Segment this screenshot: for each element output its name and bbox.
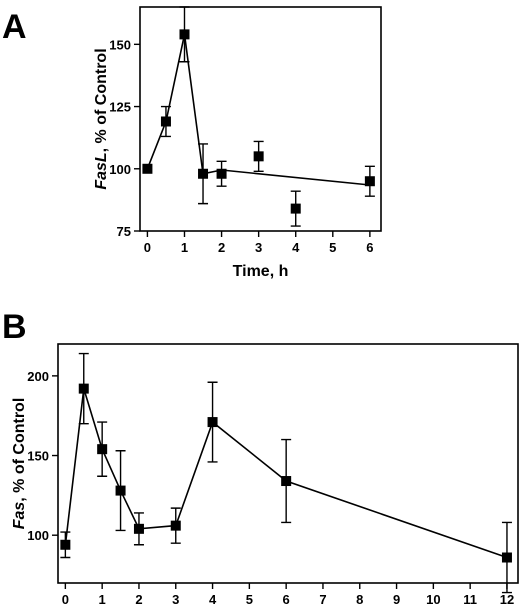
y-axis-title-gene-a: FasL	[93, 152, 110, 189]
x-tick-label-b-12: 12	[500, 592, 514, 607]
y-tick-label-b-0: 100	[27, 528, 49, 543]
y-axis-title-b: Fas, % of Control	[11, 398, 28, 530]
data-point-b-2	[97, 444, 108, 455]
x-tick-label-a-1: 1	[181, 240, 188, 255]
data-point-a-2	[179, 29, 190, 40]
x-tick-label-a-5: 5	[329, 240, 336, 255]
y-tick-label-a-2: 125	[109, 100, 131, 115]
y-axis-title-rest-a: , % of Control	[93, 48, 110, 152]
x-tick-label-a-4: 4	[292, 240, 300, 255]
data-point-b-8	[501, 552, 512, 563]
series-line-a-0	[146, 34, 370, 186]
y-tick-label-b-2: 200	[27, 369, 49, 384]
x-axis-title-a: Time, h	[233, 263, 289, 280]
panel-letter-a: A	[2, 8, 27, 46]
data-point-b-1	[78, 383, 89, 394]
y-tick-label-a-1: 100	[109, 162, 131, 177]
x-tick-label-b-9: 9	[393, 592, 400, 607]
y-tick-label-b-1: 150	[27, 449, 49, 464]
x-tick-label-b-1: 1	[99, 592, 106, 607]
x-tick-label-b-8: 8	[356, 592, 363, 607]
data-point-a-4	[216, 168, 227, 179]
data-point-b-4	[133, 523, 144, 534]
data-point-a-1	[160, 116, 171, 127]
data-point-a-7	[364, 176, 375, 187]
data-point-b-7	[281, 476, 292, 487]
data-point-a-6	[290, 203, 301, 214]
x-tick-label-b-6: 6	[283, 592, 290, 607]
plot-frame-b	[57, 343, 519, 584]
x-tick-label-b-11: 11	[463, 592, 477, 607]
x-tick-label-a-2: 2	[218, 240, 225, 255]
x-tick-label-a-0: 0	[144, 240, 151, 255]
plot-frame-a	[139, 6, 382, 232]
x-tick-label-b-0: 0	[62, 592, 69, 607]
panel-letter-b: B	[2, 308, 27, 346]
x-tick-label-b-5: 5	[246, 592, 253, 607]
data-point-a-5	[253, 151, 264, 162]
y-axis-title-rest-b: , % of Control	[11, 398, 28, 502]
x-tick-label-b-2: 2	[135, 592, 142, 607]
y-axis-title-gene-b: Fas	[11, 502, 28, 530]
x-tick-label-a-3: 3	[255, 240, 262, 255]
data-point-b-5	[170, 520, 181, 531]
x-tick-label-b-7: 7	[319, 592, 326, 607]
y-tick-label-a-0: 75	[117, 224, 131, 239]
y-axis-title-a: FasL, % of Control	[93, 48, 110, 189]
x-tick-label-a-6: 6	[366, 240, 373, 255]
data-point-b-0	[60, 539, 71, 550]
y-tick-label-a-3: 150	[109, 37, 131, 52]
x-tick-label-b-3: 3	[172, 592, 179, 607]
x-tick-label-b-4: 4	[209, 592, 217, 607]
data-point-a-3	[198, 168, 209, 179]
data-point-b-6	[207, 417, 218, 428]
data-point-b-3	[115, 485, 126, 496]
x-tick-label-b-10: 10	[426, 592, 440, 607]
data-point-a-0	[142, 163, 153, 174]
chart-a: 0 1 2 3 4 5 6 75 100 125 150 Time, h FasL, % of Cont…	[93, 6, 382, 280]
